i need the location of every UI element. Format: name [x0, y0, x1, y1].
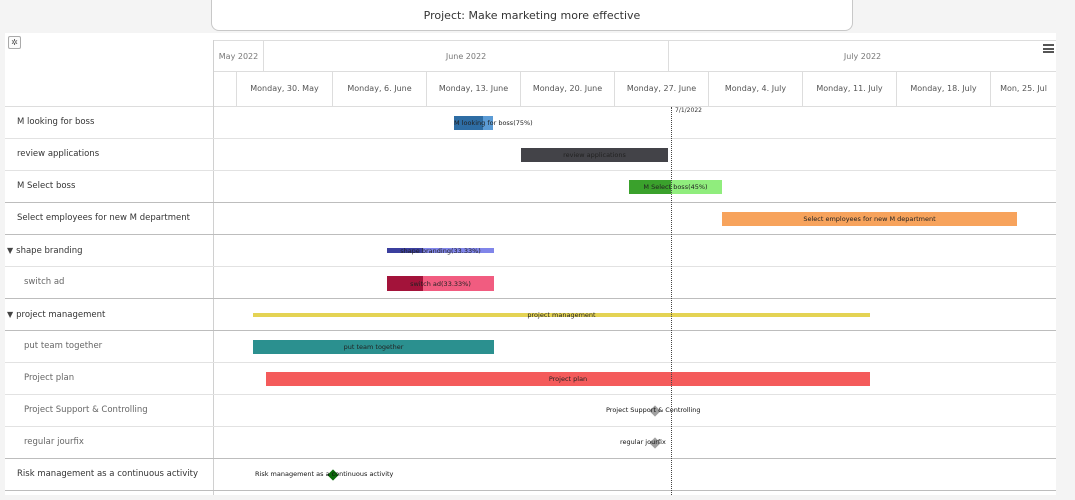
task-label: switch ad — [24, 277, 65, 287]
progress-fill — [387, 276, 423, 291]
task-bar[interactable]: review applications — [521, 148, 668, 162]
task-row[interactable]: review applications review applications — [5, 139, 1056, 171]
task-row[interactable]: M Select boss M Select boss(45%) — [5, 171, 1056, 203]
milestone-label: regular jourfix — [620, 438, 666, 446]
task-row[interactable]: Project plan Project plan — [5, 363, 1056, 395]
week-label: Monday, 18. July — [896, 72, 990, 106]
hamburger-menu-icon[interactable] — [1043, 44, 1054, 53]
group-label[interactable]: ▼ shape branding — [5, 235, 215, 266]
task-label: Select employees for new M department — [17, 213, 190, 223]
group-bar[interactable]: shape branding(33.33%) — [387, 246, 494, 255]
task-row[interactable]: put team together put team together — [5, 331, 1056, 363]
task-label: regular jourfix — [24, 437, 84, 447]
task-bar[interactable]: M looking for boss(75%) — [454, 116, 533, 130]
milestone-label: Project Support & Controlling — [606, 406, 701, 414]
task-label: review applications — [17, 149, 100, 159]
bar-label: Project plan — [548, 375, 588, 383]
task-bar[interactable]: M Select boss(45%) — [629, 180, 722, 194]
bar-label: switch ad(33.33%) — [410, 279, 471, 288]
week-label: Mon, 25. Jul — [990, 72, 1056, 106]
bar-label: M looking for boss(75%) — [454, 119, 533, 127]
task-row[interactable]: Project Support & Controlling Project Su… — [5, 395, 1056, 427]
month-header: May 2022 June 2022 July 2022 — [214, 40, 1056, 72]
triangle-down-icon[interactable]: ▼ — [7, 246, 14, 255]
bar-label: shape branding(33.33%) — [400, 246, 481, 255]
progress-fill — [629, 180, 671, 194]
task-label: Project plan — [24, 373, 75, 383]
group-bar[interactable]: project management — [253, 311, 870, 319]
week-label: Monday, 27. June — [614, 72, 708, 106]
progress-fill — [454, 116, 484, 130]
bar-label: review applications — [563, 151, 626, 159]
task-bar[interactable]: Select employees for new M department — [722, 212, 1017, 226]
month-label: June 2022 — [264, 41, 669, 72]
divider — [5, 106, 213, 107]
progress-fill — [387, 248, 423, 253]
task-label: put team together — [24, 341, 103, 351]
task-row[interactable]: Risk management as a continuous activity… — [5, 459, 1056, 491]
today-label: 7/1/2022 — [675, 107, 702, 114]
bar-label: put team together — [343, 343, 404, 351]
group-label-text: project management — [16, 310, 106, 320]
week-label: Monday, 11. July — [802, 72, 896, 106]
triangle-down-icon[interactable]: ▼ — [7, 310, 14, 319]
task-row[interactable]: regular jourfix regular jourfix — [5, 427, 1056, 459]
project-title: Project: Make marketing more effective — [211, 0, 853, 31]
group-label-text: shape branding — [16, 246, 83, 256]
task-label: M Select boss — [17, 181, 76, 191]
task-row[interactable]: switch ad switch ad(33.33%) — [5, 267, 1056, 299]
task-row[interactable]: Select employees for new M department Se… — [5, 203, 1056, 235]
task-row[interactable]: M looking for boss M looking for boss(75… — [5, 107, 1056, 139]
milestone-label: Risk management as a continuous activity — [255, 470, 394, 478]
month-label: May 2022 — [214, 41, 264, 72]
month-label: July 2022 — [843, 52, 882, 61]
week-label: Monday, 20. June — [520, 72, 614, 106]
task-bar[interactable]: Project plan — [266, 372, 870, 386]
task-bar[interactable]: switch ad(33.33%) — [387, 276, 494, 291]
week-label: Monday, 13. June — [426, 72, 520, 106]
group-label[interactable]: ▼ project management — [5, 299, 215, 330]
gear-icon[interactable]: ✲ — [8, 36, 21, 49]
bar-label: project management — [527, 311, 596, 319]
week-label: Monday, 6. June — [332, 72, 426, 106]
task-label: Risk management as a continuous activity — [17, 469, 198, 479]
task-label: M looking for boss — [17, 117, 95, 127]
group-row[interactable]: ▼ project management project management — [5, 299, 1056, 331]
divider — [213, 40, 214, 495]
group-row[interactable]: ▼ shape branding shape branding(33.33%) — [5, 235, 1056, 267]
bar-label: Select employees for new M department — [803, 215, 936, 223]
week-header: Monday, 30. May Monday, 6. June Monday, … — [214, 72, 1056, 107]
task-label: Project Support & Controlling — [24, 405, 148, 415]
task-bar[interactable]: put team together — [253, 340, 494, 354]
week-label: Monday, 4. July — [708, 72, 802, 106]
week-label: Monday, 30. May — [236, 72, 332, 106]
gantt-chart: ✲ May 2022 June 2022 July 2022 Monday, 3… — [5, 33, 1056, 495]
bar-label: M Select boss(45%) — [643, 183, 708, 191]
today-line — [671, 107, 672, 495]
